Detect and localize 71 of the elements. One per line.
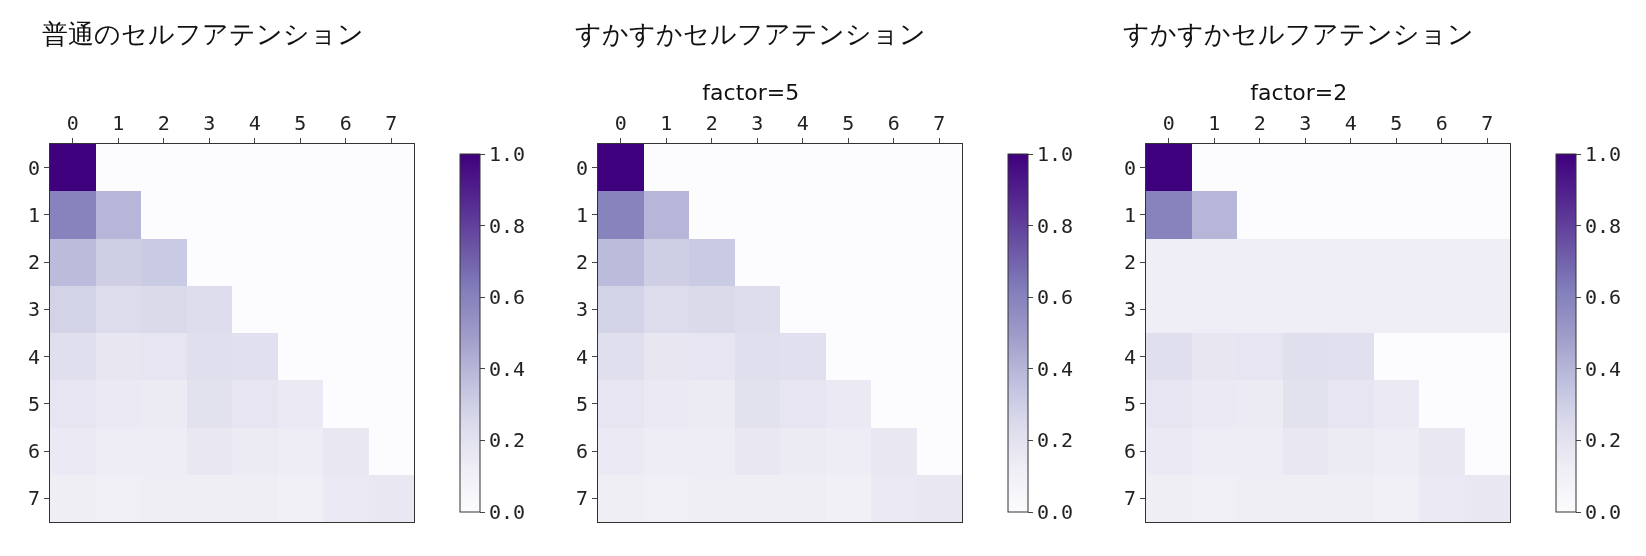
color-bar-label: 1.0 <box>489 142 526 166</box>
chart-title: 普通のセルフアテンション <box>41 19 364 50</box>
x-tick-label: 4 <box>796 111 809 135</box>
x-tick-label: 7 <box>385 111 398 135</box>
x-tick-label: 6 <box>1435 111 1448 135</box>
y-tick-label: 1 <box>1123 202 1136 227</box>
y-tick-label: 6 <box>1123 439 1136 464</box>
y-tick-label: 2 <box>575 250 588 275</box>
color-bar-label: 0.8 <box>1037 213 1074 238</box>
color-bar-label: 0.4 <box>489 356 526 381</box>
y-tick-label: 3 <box>1123 297 1136 322</box>
x-tick-label: 3 <box>203 111 216 135</box>
x-tick-label: 5 <box>1390 111 1403 135</box>
y-tick-label: 6 <box>575 439 588 464</box>
color-bar-label: 1.0 <box>1037 142 1074 166</box>
color-bar-label: 0.6 <box>489 285 526 310</box>
color-bar-label: 0.6 <box>1585 285 1622 310</box>
y-tick-label: 6 <box>27 439 40 464</box>
x-tick-label: 2 <box>1253 111 1266 135</box>
color-bar-label: 0.4 <box>1585 356 1622 381</box>
x-tick-label: 5 <box>842 111 855 135</box>
x-tick-label: 7 <box>933 111 946 135</box>
x-tick-label: 7 <box>1481 111 1494 135</box>
color-bar-label: 0.8 <box>1585 213 1622 238</box>
color-bar-label: 0.0 <box>1037 500 1074 524</box>
y-tick-label: 3 <box>27 297 40 322</box>
y-tick-label: 2 <box>1123 250 1136 275</box>
y-tick-label: 4 <box>575 344 588 369</box>
y-tick-label: 1 <box>27 202 40 227</box>
chart-title: すかすかセルフアテンション <box>1123 19 1475 50</box>
x-tick-label: 1 <box>112 111 125 135</box>
chart-title: すかすかセルフアテンション <box>575 19 927 50</box>
x-tick-label: 1 <box>1208 111 1221 135</box>
x-tick-label: 4 <box>1344 111 1357 135</box>
color-bar-label: 0.0 <box>1585 500 1622 524</box>
y-tick-label: 5 <box>575 391 588 416</box>
y-tick-label: 0 <box>1123 155 1136 180</box>
color-bar-label: 0.2 <box>1585 428 1622 453</box>
chart-subtitle: factor=5 <box>702 79 800 105</box>
y-tick-label: 7 <box>1123 486 1136 511</box>
x-tick-label: 0 <box>1162 111 1175 135</box>
x-tick-label: 3 <box>751 111 764 135</box>
chart-subtitle: factor=2 <box>1250 79 1348 105</box>
x-tick-label: 2 <box>705 111 718 135</box>
color-bar-label: 0.0 <box>489 500 526 524</box>
y-tick-label: 0 <box>27 155 40 180</box>
x-tick-label: 4 <box>248 111 261 135</box>
x-tick-label: 3 <box>1299 111 1312 135</box>
x-tick-label: 5 <box>294 111 307 135</box>
color-bar-label: 1.0 <box>1585 142 1622 166</box>
y-tick-label: 4 <box>27 344 40 369</box>
y-tick-label: 7 <box>27 486 40 511</box>
y-tick-label: 4 <box>1123 344 1136 369</box>
color-bar-label: 0.2 <box>489 428 526 453</box>
y-tick-label: 0 <box>575 155 588 180</box>
y-tick-label: 5 <box>27 391 40 416</box>
color-bar-label: 0.2 <box>1037 428 1074 453</box>
y-tick-label: 3 <box>575 297 588 322</box>
y-tick-label: 1 <box>575 202 588 227</box>
x-tick-label: 6 <box>339 111 352 135</box>
x-tick-label: 0 <box>66 111 79 135</box>
x-tick-label: 6 <box>887 111 900 135</box>
x-tick-label: 0 <box>614 111 627 135</box>
color-bar-label: 0.4 <box>1037 356 1074 381</box>
x-tick-label: 1 <box>660 111 673 135</box>
x-tick-label: 2 <box>157 111 170 135</box>
y-tick-label: 5 <box>1123 391 1136 416</box>
color-bar-label: 0.6 <box>1037 285 1074 310</box>
y-tick-label: 2 <box>27 250 40 275</box>
y-tick-label: 7 <box>575 486 588 511</box>
color-bar-label: 0.8 <box>489 213 526 238</box>
